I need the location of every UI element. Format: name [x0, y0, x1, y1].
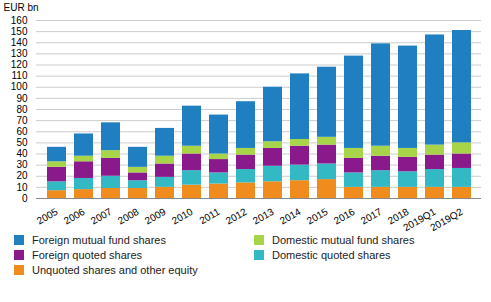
svg-text:2006: 2006	[62, 206, 87, 227]
svg-text:2019Q2: 2019Q2	[428, 206, 465, 232]
svg-text:30: 30	[16, 159, 28, 170]
svg-text:130: 130	[11, 48, 28, 59]
svg-text:120: 120	[11, 59, 28, 70]
svg-text:2016: 2016	[332, 206, 357, 227]
svg-text:2015: 2015	[305, 206, 330, 227]
svg-text:2012: 2012	[224, 206, 249, 227]
svg-text:60: 60	[16, 126, 28, 137]
svg-text:2009: 2009	[143, 206, 168, 227]
svg-text:2008: 2008	[116, 206, 141, 227]
svg-text:2014: 2014	[278, 206, 303, 227]
svg-text:70: 70	[16, 115, 28, 126]
html-text:Domestic mutual fund shares: Domestic mutual fund shares	[272, 234, 415, 246]
svg-text:2005: 2005	[35, 206, 60, 227]
svg-text:2011: 2011	[197, 206, 222, 226]
svg-text:40: 40	[16, 148, 28, 159]
html-text:Unquoted shares and other equi: Unquoted shares and other equity	[32, 264, 198, 276]
svg-text:110: 110	[12, 70, 28, 81]
svg-text:2007: 2007	[89, 206, 114, 227]
svg-text:90: 90	[16, 93, 28, 104]
svg-text:20: 20	[16, 170, 28, 181]
svg-text:80: 80	[16, 104, 28, 115]
html-text:Foreign quoted shares: Foreign quoted shares	[32, 249, 143, 261]
html-text:Foreign mutual fund shares: Foreign mutual fund shares	[32, 234, 166, 246]
svg-text:0: 0	[22, 193, 28, 204]
html-text:Domestic quoted shares: Domestic quoted shares	[272, 249, 391, 261]
svg-text:150: 150	[11, 26, 28, 37]
svg-text:140: 140	[11, 37, 28, 48]
svg-text:2018: 2018	[385, 205, 411, 227]
svg-text:160: 160	[11, 15, 28, 26]
svg-text:2017: 2017	[359, 206, 384, 227]
svg-text:50: 50	[16, 137, 28, 148]
svg-text:2013: 2013	[251, 206, 276, 227]
svg-text:2010: 2010	[170, 206, 195, 227]
svg-text:EUR bn: EUR bn	[4, 2, 39, 13]
svg-text:10: 10	[16, 182, 28, 193]
svg-text:100: 100	[11, 81, 28, 92]
